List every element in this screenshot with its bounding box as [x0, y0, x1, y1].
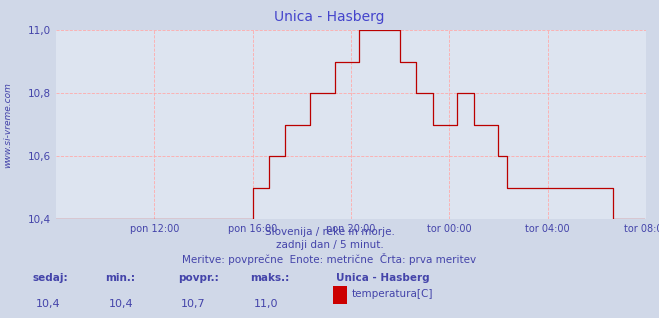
- Text: www.si-vreme.com: www.si-vreme.com: [3, 82, 13, 168]
- Text: 10,4: 10,4: [109, 299, 133, 309]
- Text: zadnji dan / 5 minut.: zadnji dan / 5 minut.: [275, 240, 384, 250]
- Text: temperatura[C]: temperatura[C]: [351, 289, 433, 299]
- Text: maks.:: maks.:: [250, 273, 290, 283]
- Text: Slovenija / reke in morje.: Slovenija / reke in morje.: [264, 227, 395, 237]
- Text: sedaj:: sedaj:: [33, 273, 69, 283]
- Text: 10,7: 10,7: [181, 299, 206, 309]
- Text: Meritve: povprečne  Enote: metrične  Črta: prva meritev: Meritve: povprečne Enote: metrične Črta:…: [183, 253, 476, 265]
- Text: povpr.:: povpr.:: [178, 273, 219, 283]
- Text: Unica - Hasberg: Unica - Hasberg: [336, 273, 430, 283]
- Text: Unica - Hasberg: Unica - Hasberg: [274, 10, 385, 24]
- Text: min.:: min.:: [105, 273, 136, 283]
- Text: 10,4: 10,4: [36, 299, 61, 309]
- Text: 11,0: 11,0: [254, 299, 278, 309]
